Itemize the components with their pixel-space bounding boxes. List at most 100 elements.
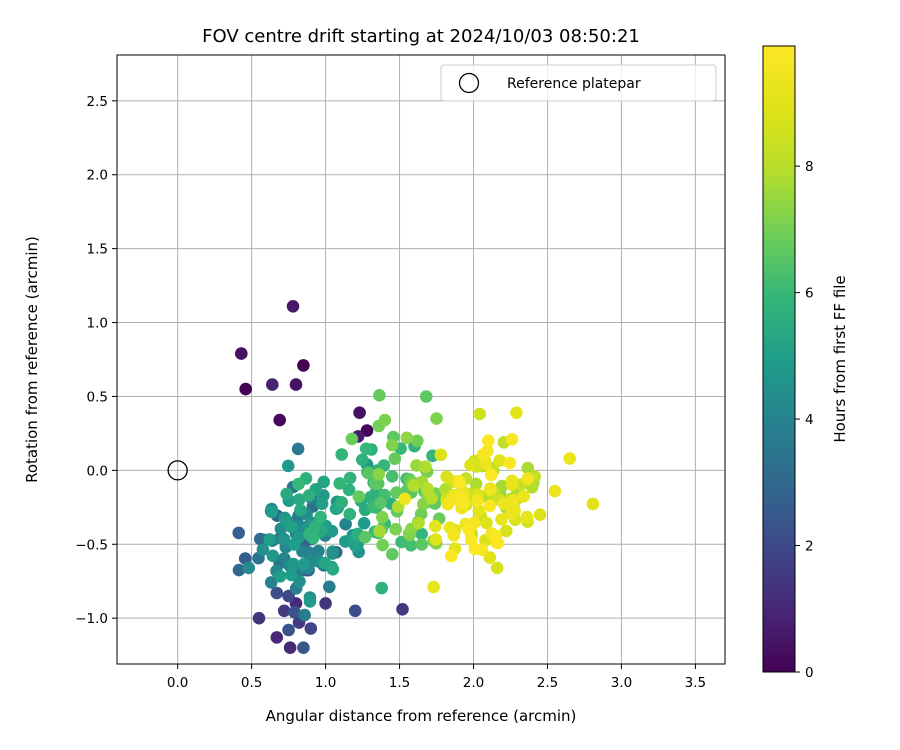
data-point bbox=[297, 359, 310, 372]
data-point bbox=[232, 563, 246, 577]
data-point bbox=[312, 544, 325, 558]
data-point bbox=[484, 483, 497, 497]
data-point bbox=[421, 482, 434, 496]
y-tick-label: 2.0 bbox=[87, 168, 108, 184]
reference-point bbox=[167, 460, 188, 481]
data-point bbox=[285, 520, 298, 534]
x-tick-label: 1.5 bbox=[389, 675, 410, 691]
x-tick-label: 0.5 bbox=[241, 675, 262, 691]
data-point bbox=[400, 431, 414, 445]
data-point bbox=[288, 538, 301, 551]
legend-open-circle-marker bbox=[458, 72, 480, 94]
data-point bbox=[282, 589, 295, 603]
data-point bbox=[306, 532, 320, 545]
data-point bbox=[429, 533, 443, 546]
x-axis-ticks: 0.0 0.5 1.0 1.5 2.0 2.5 3.0 3.5 bbox=[167, 664, 706, 691]
data-point bbox=[283, 641, 297, 654]
data-point bbox=[385, 438, 399, 452]
data-point bbox=[415, 527, 429, 541]
data-point bbox=[357, 517, 371, 530]
data-point bbox=[335, 496, 349, 509]
data-point bbox=[277, 532, 291, 546]
data-point bbox=[303, 595, 317, 608]
data-point bbox=[508, 504, 521, 518]
data-point bbox=[510, 406, 523, 420]
data-point bbox=[374, 496, 387, 510]
data-point bbox=[563, 452, 576, 465]
colorbar-ticks: 0 2 4 6 8 bbox=[795, 159, 814, 681]
data-point bbox=[343, 471, 357, 485]
data-point bbox=[288, 606, 301, 619]
data-point bbox=[298, 608, 311, 622]
data-point bbox=[464, 458, 477, 472]
data-point bbox=[319, 597, 332, 610]
data-point bbox=[491, 536, 505, 550]
data-point bbox=[352, 490, 366, 503]
data-point bbox=[445, 549, 458, 563]
data-point bbox=[373, 524, 386, 538]
data-point bbox=[343, 507, 357, 521]
grid bbox=[117, 55, 725, 664]
colorbar bbox=[762, 45, 796, 673]
data-point bbox=[481, 444, 494, 458]
data-point bbox=[256, 543, 270, 556]
data-point bbox=[281, 459, 295, 473]
data-point bbox=[348, 604, 362, 618]
data-point bbox=[440, 470, 454, 484]
data-point bbox=[483, 551, 497, 564]
data-point bbox=[378, 413, 392, 427]
data-point bbox=[252, 611, 266, 625]
data-point bbox=[263, 533, 276, 546]
data-point bbox=[521, 472, 535, 485]
data-point bbox=[297, 557, 311, 571]
data-point bbox=[396, 603, 409, 616]
data-point bbox=[456, 491, 469, 505]
data-point bbox=[360, 424, 374, 437]
data-point bbox=[266, 549, 280, 563]
data-point bbox=[253, 532, 267, 546]
data-point bbox=[473, 407, 487, 421]
data-point bbox=[462, 523, 476, 537]
data-point bbox=[434, 448, 448, 462]
data-point bbox=[293, 493, 306, 506]
data-point bbox=[517, 490, 530, 503]
y-axis-title: Rotation from reference (arcmin) bbox=[23, 236, 41, 483]
data-point bbox=[428, 519, 442, 533]
data-point bbox=[282, 623, 295, 637]
data-point bbox=[294, 503, 307, 517]
data-point bbox=[345, 432, 359, 446]
data-point bbox=[239, 382, 252, 396]
data-points bbox=[232, 300, 600, 654]
y-tick-label: 0.5 bbox=[87, 389, 108, 405]
data-point bbox=[407, 479, 421, 492]
data-point bbox=[482, 434, 495, 448]
data-point bbox=[398, 492, 412, 506]
data-point bbox=[314, 510, 327, 524]
data-point bbox=[326, 547, 340, 560]
x-tick-label: 3.0 bbox=[611, 675, 632, 691]
data-point bbox=[285, 568, 298, 582]
colorbar-tick-label: 6 bbox=[805, 286, 814, 302]
y-tick-label: 2.5 bbox=[87, 94, 108, 110]
data-point bbox=[286, 300, 300, 313]
data-point bbox=[304, 622, 318, 635]
data-point bbox=[364, 490, 378, 504]
plot-frame bbox=[116, 54, 726, 665]
data-point bbox=[471, 494, 484, 508]
y-tick-label: 0.0 bbox=[87, 463, 108, 479]
data-point bbox=[533, 508, 547, 521]
data-point bbox=[411, 434, 424, 448]
data-point bbox=[277, 604, 291, 618]
x-tick-label: 2.0 bbox=[463, 675, 484, 691]
data-point bbox=[376, 538, 389, 552]
data-point bbox=[447, 529, 461, 542]
data-point bbox=[389, 522, 403, 536]
data-point bbox=[493, 454, 507, 467]
data-point bbox=[335, 448, 349, 461]
colorbar-tick-label: 4 bbox=[805, 412, 814, 428]
data-point bbox=[292, 477, 305, 491]
data-point bbox=[484, 468, 498, 482]
data-point bbox=[472, 504, 486, 518]
data-point bbox=[503, 456, 517, 470]
